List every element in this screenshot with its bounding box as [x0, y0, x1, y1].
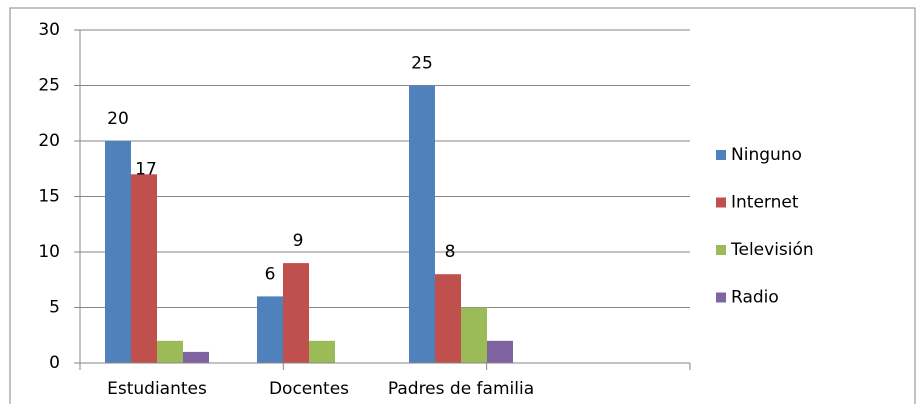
- bar: [157, 340, 183, 363]
- y-tick-label: 0: [49, 353, 60, 373]
- bar: [435, 274, 461, 363]
- legend-swatch: [716, 292, 726, 303]
- y-tick-label: 15: [38, 187, 60, 207]
- x-tick-label: Estudiantes: [107, 379, 207, 399]
- legend-swatch: [716, 245, 726, 255]
- data-label: 25: [411, 54, 433, 74]
- legend-label: Televisión: [730, 240, 814, 260]
- bar: [131, 174, 157, 363]
- legend-swatch: [716, 197, 726, 208]
- x-tick-label: Padres de familia: [388, 379, 534, 399]
- legend-swatch: [716, 150, 726, 160]
- data-label: 8: [445, 242, 456, 262]
- bar: [409, 85, 435, 363]
- bar: [309, 340, 335, 363]
- bar: [283, 263, 309, 363]
- bar: [257, 296, 283, 363]
- bar: [487, 340, 513, 363]
- legend-label: Ninguno: [731, 145, 802, 165]
- y-tick-label: 20: [38, 131, 60, 151]
- bar: [183, 351, 209, 363]
- data-label: 6: [265, 264, 276, 284]
- bar: [105, 141, 131, 363]
- y-tick-label: 5: [49, 298, 60, 318]
- chart-frame: [9, 7, 916, 408]
- legend-label: Radio: [731, 288, 779, 308]
- y-tick-label: 25: [38, 76, 60, 96]
- data-label: 9: [293, 231, 304, 251]
- bar: [461, 307, 487, 363]
- y-tick-label: 10: [38, 242, 60, 262]
- data-label: 20: [107, 109, 129, 129]
- data-label: 17: [135, 159, 157, 179]
- legend-label: Internet: [731, 193, 799, 213]
- x-tick-label: Docentes: [269, 379, 349, 399]
- y-tick-label: 30: [38, 20, 60, 40]
